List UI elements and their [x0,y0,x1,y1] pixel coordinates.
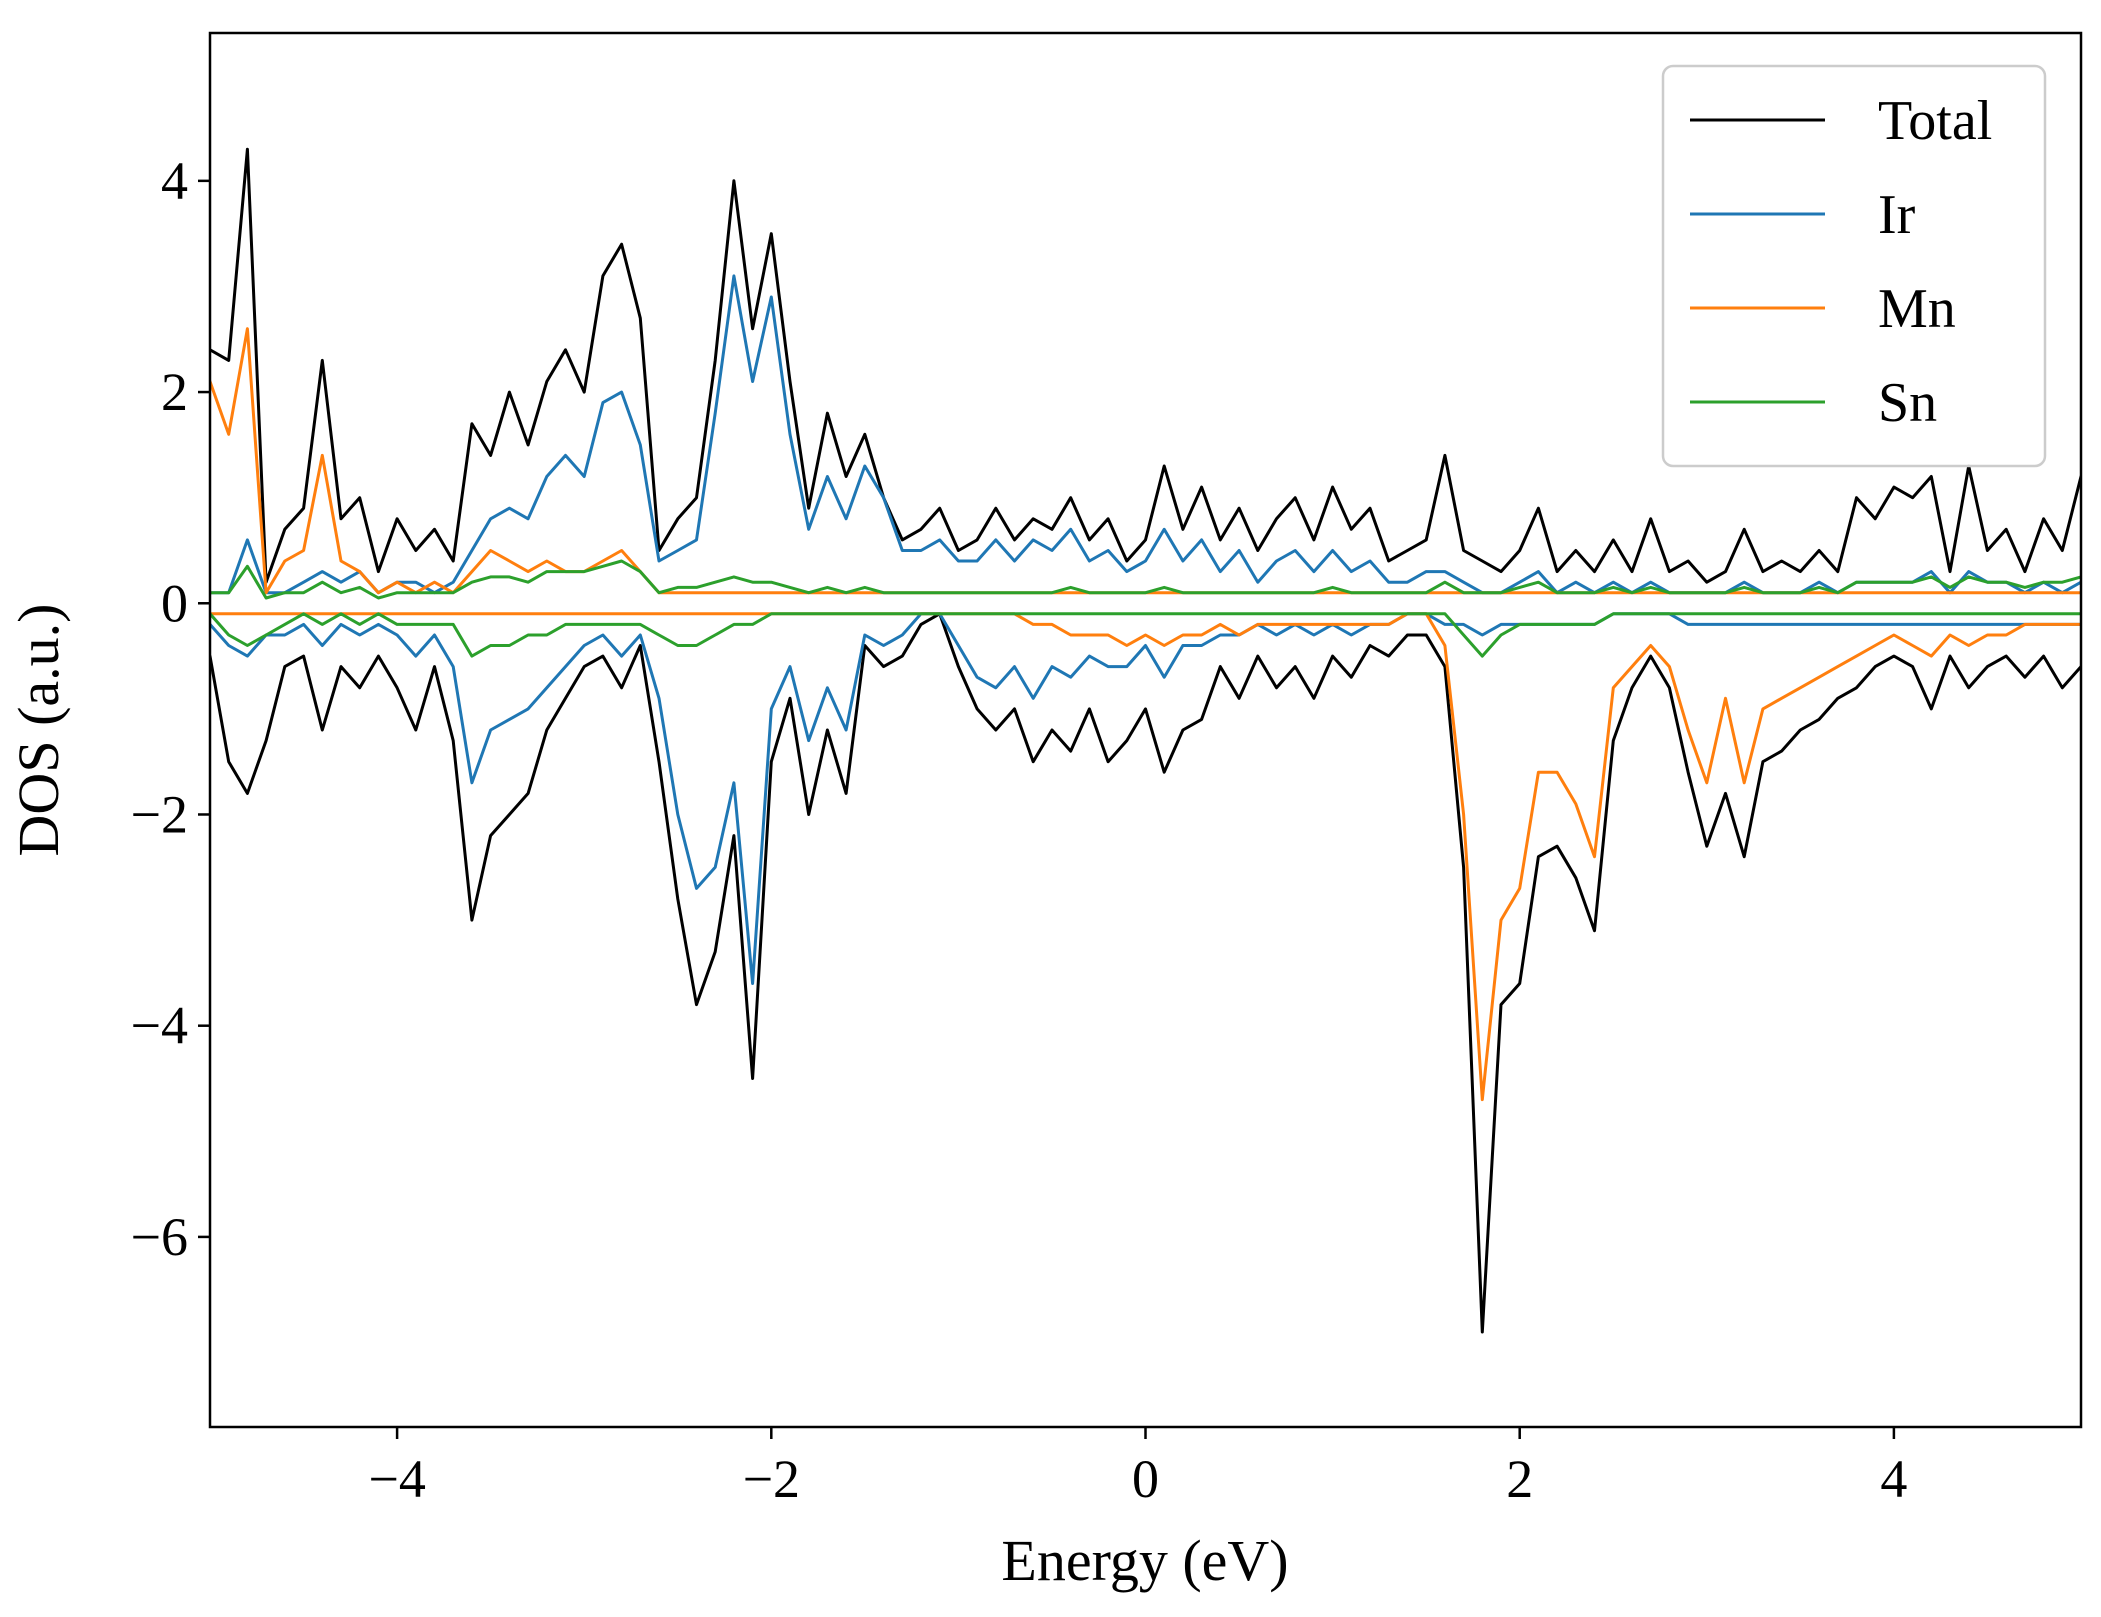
y-tick-label: −4 [131,996,188,1056]
series-layer [210,147,2081,1334]
legend-box [1661,64,2047,468]
sn-up-line [210,559,2081,600]
x-tick-label: 0 [1132,1449,1159,1509]
x-tick-label: −4 [368,1449,425,1509]
y-tick-label: 0 [161,573,188,633]
y-axis-ticks: −6 −4 −2 0 2 4 [131,151,210,1267]
ir-down-line [210,612,2081,985]
y-axis-label: DOS (a.u.) [6,604,71,857]
legend: Total Ir Mn Sn [1661,64,2047,468]
total-up-line [210,147,2081,584]
x-tick-label: −2 [743,1449,800,1509]
x-axis-label: Energy (eV) [1001,1528,1288,1593]
x-tick-label: 4 [1880,1449,1907,1509]
total-down-line [210,612,2081,1334]
y-tick-label: 2 [161,362,188,422]
x-axis-ticks: −4 −2 0 2 4 [368,1427,1907,1509]
x-tick-label: 2 [1506,1449,1533,1509]
y-tick-label: 4 [161,151,188,211]
legend-label-sn: Sn [1878,372,1937,434]
mn-down-line [210,612,2081,1102]
legend-label-ir: Ir [1878,184,1916,246]
y-tick-label: −2 [131,784,188,844]
legend-label-total: Total [1878,90,1992,152]
y-tick-label: −6 [131,1207,188,1267]
legend-label-mn: Mn [1878,278,1956,340]
sn-down-line [210,612,2081,658]
